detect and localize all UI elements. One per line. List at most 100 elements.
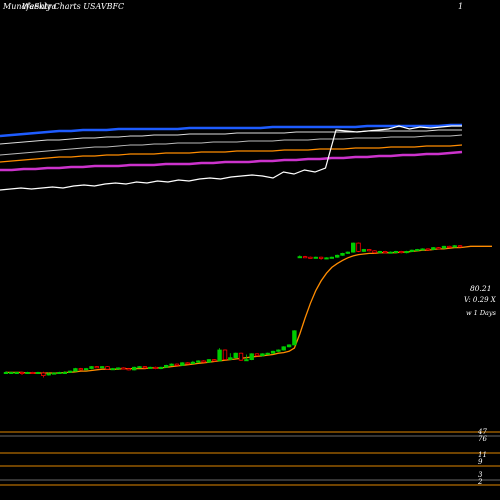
volume-label: V: 0.29 X <box>464 296 497 304</box>
candle-body <box>457 245 463 248</box>
candle-body <box>382 250 388 254</box>
candle-body <box>105 366 110 370</box>
candle-body <box>356 242 361 252</box>
candle-body <box>169 363 174 366</box>
candle-body <box>318 256 324 259</box>
candle-body <box>9 371 14 374</box>
candle-body <box>180 362 185 366</box>
candle-body <box>286 344 292 348</box>
candle-body <box>67 370 73 373</box>
chart-title: Weekly Charts USAVBFC <box>22 2 124 11</box>
indicator-label: 76 <box>478 435 487 443</box>
candle-body <box>345 251 350 254</box>
candle-body <box>3 371 9 374</box>
candle-body <box>174 363 180 366</box>
ma-line-magenta <box>0 150 463 172</box>
candle-body <box>233 352 238 359</box>
candle-body <box>398 250 404 254</box>
candle-body <box>121 367 126 370</box>
candle-body <box>302 256 308 259</box>
candle-body <box>212 359 217 362</box>
candle-body <box>35 371 41 374</box>
candle-body <box>420 248 425 251</box>
candle-body <box>190 361 196 364</box>
candle-body <box>137 366 142 369</box>
candle-body <box>62 371 67 374</box>
indicator-label: 3 <box>478 471 483 479</box>
candle-body <box>131 366 137 371</box>
candle-body <box>313 256 318 259</box>
candles <box>3 242 463 378</box>
ma-line-orange <box>0 144 463 163</box>
candle-body <box>14 371 19 374</box>
candle-body <box>89 366 94 369</box>
ma-line-blue <box>0 123 462 138</box>
candle-body <box>260 353 265 357</box>
candle-body <box>185 362 190 365</box>
candle-body <box>270 350 276 354</box>
candle-body <box>196 360 201 363</box>
candle-body <box>46 373 51 376</box>
candle-body <box>249 353 254 360</box>
candle-body <box>30 371 35 374</box>
candle-body <box>329 256 334 259</box>
candle-body <box>361 249 367 252</box>
ma-line-white-upper <box>0 129 462 145</box>
candle-body <box>452 245 457 248</box>
candle-body <box>19 371 25 374</box>
candle-body <box>153 366 158 369</box>
candle-body <box>297 256 302 259</box>
candle-body <box>377 250 383 254</box>
candle-body <box>415 249 420 252</box>
moving-average-panel <box>0 123 463 191</box>
candle-body <box>147 366 153 369</box>
candle-body <box>41 372 46 376</box>
indicator-label: 9 <box>478 458 483 466</box>
candle-body <box>25 371 30 374</box>
brand-label: MunafaSutra <box>2 2 57 11</box>
ma-line-white-mid <box>0 134 463 156</box>
candle-body <box>254 353 260 357</box>
candle-body <box>388 251 393 254</box>
candle-body <box>292 330 297 346</box>
candle-body <box>163 364 169 368</box>
candle-body <box>425 248 431 251</box>
candle-body <box>244 359 249 362</box>
candle-body <box>238 352 244 361</box>
candle-body <box>393 250 399 253</box>
price-label: 80.21 <box>470 284 491 293</box>
candle-body <box>201 360 206 363</box>
candle-body <box>281 346 286 351</box>
candle-body <box>350 242 356 253</box>
candle-body <box>308 256 313 259</box>
candle-body <box>441 245 447 249</box>
candle-body <box>372 250 377 254</box>
candle-body <box>116 367 121 370</box>
candle-body <box>334 254 340 258</box>
candle-body <box>265 352 270 355</box>
period-label: w 1 Days <box>466 309 497 317</box>
candle-body <box>404 250 409 254</box>
candle-body <box>99 366 105 369</box>
candle-body <box>276 349 281 352</box>
candle-body <box>110 368 115 371</box>
header-number: 1 <box>458 2 463 11</box>
indicator-label: 2 <box>477 478 483 486</box>
candle-body <box>436 247 441 250</box>
candle-body <box>366 249 372 252</box>
indicator-panel: 47 76 11 9 3 2 <box>0 428 500 486</box>
candle-body <box>83 368 89 371</box>
candle-body <box>78 368 83 371</box>
candle-body <box>228 357 233 361</box>
candle-body <box>142 366 148 369</box>
candle-body <box>57 371 62 374</box>
candle-body <box>206 359 212 363</box>
candle-body <box>409 249 415 252</box>
candle-body <box>340 252 345 256</box>
candle-body <box>126 368 131 371</box>
indicator-label: 47 <box>477 428 487 436</box>
candle-body <box>447 245 452 248</box>
candle-body <box>222 349 228 361</box>
candle-body <box>94 366 99 369</box>
